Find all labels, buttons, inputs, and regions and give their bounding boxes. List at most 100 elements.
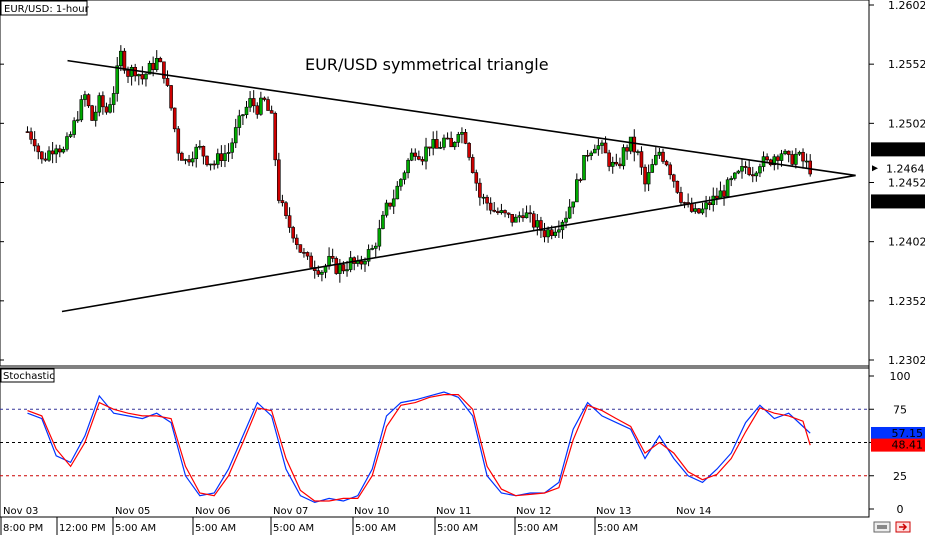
candle [481, 193, 486, 205]
candle [743, 161, 748, 174]
candle [668, 162, 672, 180]
candle [596, 138, 601, 156]
candle [409, 148, 414, 162]
candle [664, 159, 669, 167]
candle [632, 129, 637, 162]
candle [72, 117, 76, 138]
candle [521, 208, 525, 222]
candle [90, 104, 94, 121]
price-axis: 1.2602 1.2552 1.2502 1.2452 1.2402 1.2352 1.23… [0, 0, 925, 367]
candle [478, 178, 482, 206]
candle [506, 212, 511, 219]
candle [359, 255, 364, 270]
candle [736, 169, 741, 175]
candle [797, 150, 802, 156]
date-label: Nov 12 [516, 506, 551, 517]
candle [395, 181, 400, 200]
candle [136, 73, 141, 86]
candle [101, 91, 105, 115]
candle [628, 136, 633, 155]
candle [585, 149, 590, 162]
stochastic-label: Stochastic [3, 371, 55, 382]
candle [499, 203, 504, 215]
price-tick-label: 1.2452 [888, 177, 925, 190]
scroll-end-icon[interactable] [895, 521, 911, 533]
stoch-value-marker: 57.15 [871, 426, 925, 440]
symbol-label: EUR/USD: 1-hour [4, 4, 90, 15]
candle [528, 205, 532, 223]
candle [513, 214, 518, 223]
candle [154, 50, 159, 72]
svg-text:1.2464: 1.2464 [886, 162, 925, 175]
candle [733, 172, 737, 181]
candle [492, 202, 497, 213]
candle [542, 222, 547, 243]
candle [198, 140, 202, 150]
candle [639, 146, 644, 175]
candle [298, 244, 303, 253]
candle [212, 160, 216, 170]
price-marker: 1.2464 [872, 162, 925, 175]
candle [535, 213, 540, 236]
candle [715, 187, 719, 206]
candle [786, 150, 791, 163]
candle [75, 111, 80, 123]
candle [442, 134, 446, 151]
stoch-tick-label: 75 [893, 403, 907, 416]
candle [704, 195, 708, 218]
candle [758, 163, 762, 178]
candle [248, 91, 252, 112]
candle [83, 90, 87, 107]
candle [215, 148, 220, 169]
stoch-line-0 [27, 391, 811, 504]
candle [287, 207, 292, 233]
candle [172, 107, 177, 133]
date-label: Nov 07 [273, 506, 308, 517]
candle [804, 153, 809, 168]
candle [129, 64, 134, 86]
candle [205, 155, 209, 167]
candle [657, 147, 662, 159]
price-panel-frame [0, 0, 870, 367]
candle [97, 92, 102, 117]
candle [309, 252, 313, 268]
candle [399, 177, 403, 191]
candle [571, 201, 576, 215]
candle [575, 173, 579, 203]
candle [420, 156, 425, 166]
candle [794, 148, 798, 169]
candle [625, 144, 629, 160]
candle [740, 158, 744, 179]
candle [610, 156, 615, 174]
candle [391, 189, 396, 214]
candle [93, 105, 98, 127]
candle [255, 102, 260, 119]
date-label: Nov 06 [195, 506, 230, 517]
candlestick-series [25, 45, 813, 283]
candle [32, 131, 37, 152]
candle [237, 109, 242, 136]
price-tick-label: 1.2402 [888, 236, 925, 249]
time-axis: Nov 03 Nov 05 Nov 06 Nov 07 Nov 10 Nov 11 Nov … [0, 506, 869, 535]
time-label: 5:00 AM [597, 523, 638, 534]
candle [61, 146, 66, 154]
candle [539, 216, 543, 238]
candle [531, 210, 536, 231]
candle [424, 137, 428, 170]
candle [510, 214, 514, 227]
candle [650, 158, 655, 173]
stochastic-series [27, 391, 811, 504]
candle [144, 72, 148, 87]
candle [162, 61, 166, 84]
price-markers: 1.2480 1.2464 1.2436 [871, 142, 925, 209]
candle [226, 143, 231, 162]
candle [158, 56, 163, 63]
candle [86, 93, 91, 108]
candle [808, 154, 813, 177]
candle [636, 149, 640, 156]
candle [474, 169, 479, 191]
scroll-button-icon[interactable] [873, 521, 891, 533]
candle [524, 205, 529, 219]
candle [277, 152, 281, 204]
price-tick-label: 1.2502 [888, 117, 925, 130]
